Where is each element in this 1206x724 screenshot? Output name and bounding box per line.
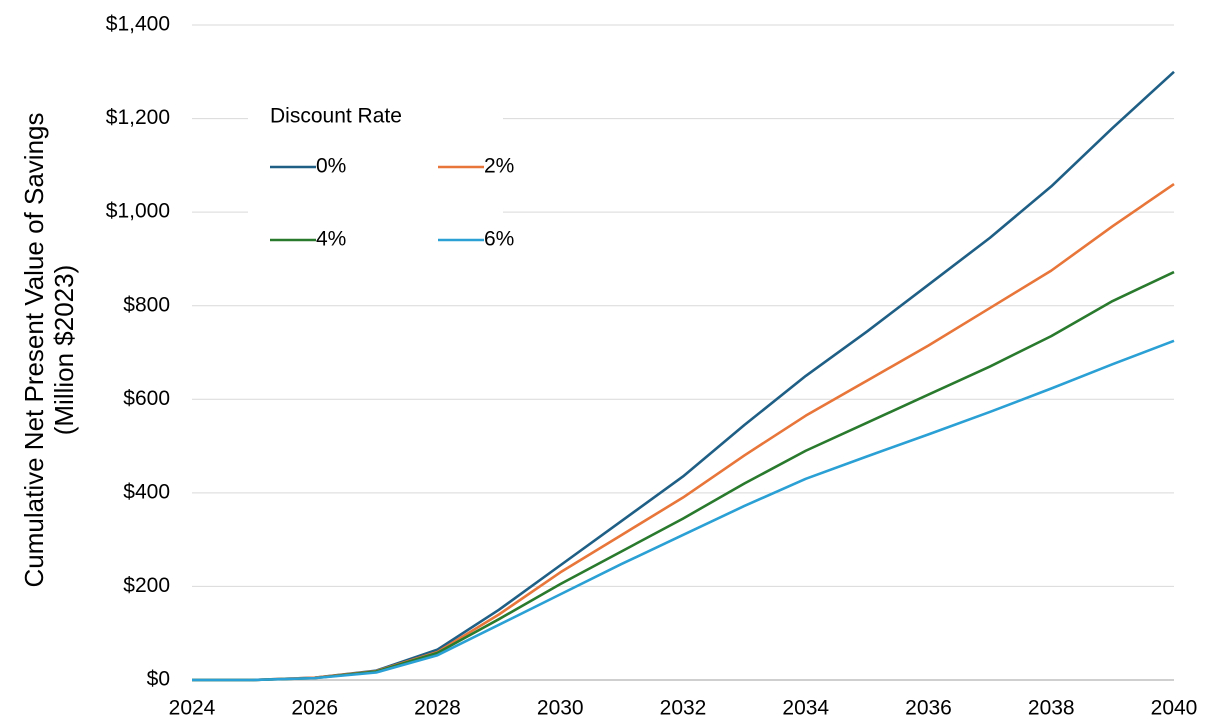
y-axis-label-line: (Million $2023) bbox=[49, 265, 79, 436]
y-axis-label: Cumulative Net Present Value of Savings … bbox=[19, 113, 79, 588]
x-tick-label: 2028 bbox=[414, 697, 461, 720]
legend-label: 2% bbox=[484, 155, 514, 178]
legend: Discount Rate 0% 2% 4% 6% bbox=[248, 95, 514, 251]
x-tick-label: 2032 bbox=[660, 697, 707, 720]
line-series bbox=[192, 339, 1175, 682]
x-tick-label: 2024 bbox=[169, 697, 216, 720]
line-series bbox=[192, 182, 1175, 682]
legend-title: Discount Rate bbox=[270, 105, 402, 128]
x-tick-label: 2034 bbox=[782, 697, 829, 720]
y-tick-label: $1,200 bbox=[106, 106, 170, 129]
x-tick-label: 2036 bbox=[905, 697, 952, 720]
y-tick-label: $1,400 bbox=[106, 13, 170, 36]
y-tick-label: $800 bbox=[123, 293, 170, 316]
y-tick-label: $1,000 bbox=[106, 200, 170, 223]
y-tick-label: $200 bbox=[123, 574, 170, 597]
legend-label: 0% bbox=[316, 155, 346, 178]
x-tick-label: 2038 bbox=[1028, 697, 1075, 720]
x-tick-label: 2040 bbox=[1151, 697, 1198, 720]
y-tick-label: $400 bbox=[123, 480, 170, 503]
legend-label: 6% bbox=[484, 228, 514, 251]
y-tick-label: $0 bbox=[147, 668, 170, 691]
x-tick-label: 2030 bbox=[537, 697, 584, 720]
legend-box bbox=[248, 95, 503, 250]
x-tick-label: 2026 bbox=[291, 697, 338, 720]
y-axis-label-line: Cumulative Net Present Value of Savings bbox=[19, 113, 49, 588]
y-tick-label: $600 bbox=[123, 387, 170, 410]
legend-label: 4% bbox=[316, 228, 346, 251]
